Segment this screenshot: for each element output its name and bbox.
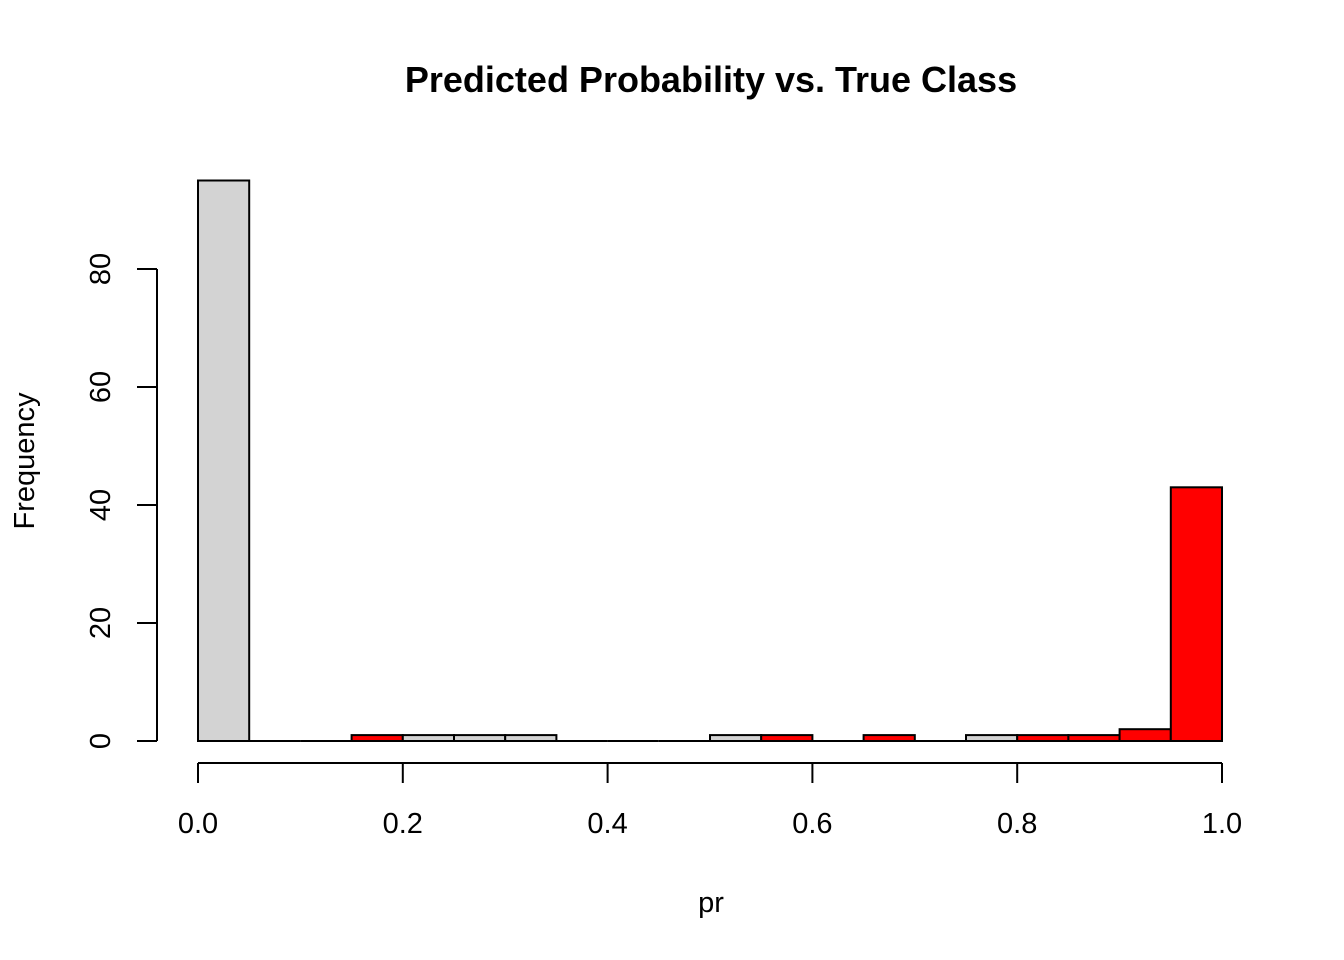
histogram-bar xyxy=(709,734,763,742)
chart-title: Predicted Probability vs. True Class xyxy=(405,59,1017,100)
y-axis: 0 20 40 60 80 xyxy=(85,253,158,749)
histogram-bar xyxy=(1118,728,1172,743)
y-tick-label: 40 xyxy=(85,489,117,521)
histogram-bar xyxy=(453,734,507,742)
x-tick-label: 0.0 xyxy=(178,808,218,840)
y-tick-label: 80 xyxy=(85,253,117,285)
y-tick-label: 0 xyxy=(85,733,117,749)
histogram-bar xyxy=(504,734,558,742)
y-tick-label: 20 xyxy=(85,607,117,639)
histogram-bar xyxy=(1067,734,1121,742)
histogram-bar xyxy=(1169,486,1224,742)
histogram-bar xyxy=(1016,734,1070,742)
x-tick-label: 0.8 xyxy=(997,808,1037,840)
histogram-bar xyxy=(862,734,916,742)
x-tick-label: 0.4 xyxy=(587,808,627,840)
x-axis: 0.0 0.2 0.4 0.6 0.8 1.0 xyxy=(178,762,1242,840)
x-axis-label: pr xyxy=(698,887,724,919)
histogram-bar xyxy=(197,179,251,742)
y-tick-label: 60 xyxy=(85,371,117,403)
x-tick-label: 0.6 xyxy=(792,808,832,840)
histogram-bar xyxy=(350,734,404,742)
x-tick-label: 1.0 xyxy=(1202,808,1242,840)
y-axis-label: Frequency xyxy=(9,392,41,530)
histogram-bar xyxy=(760,734,814,742)
histogram-bar xyxy=(401,734,455,742)
histogram-bar xyxy=(965,734,1019,742)
bars-group xyxy=(197,179,1224,743)
x-tick-label: 0.2 xyxy=(383,808,423,840)
